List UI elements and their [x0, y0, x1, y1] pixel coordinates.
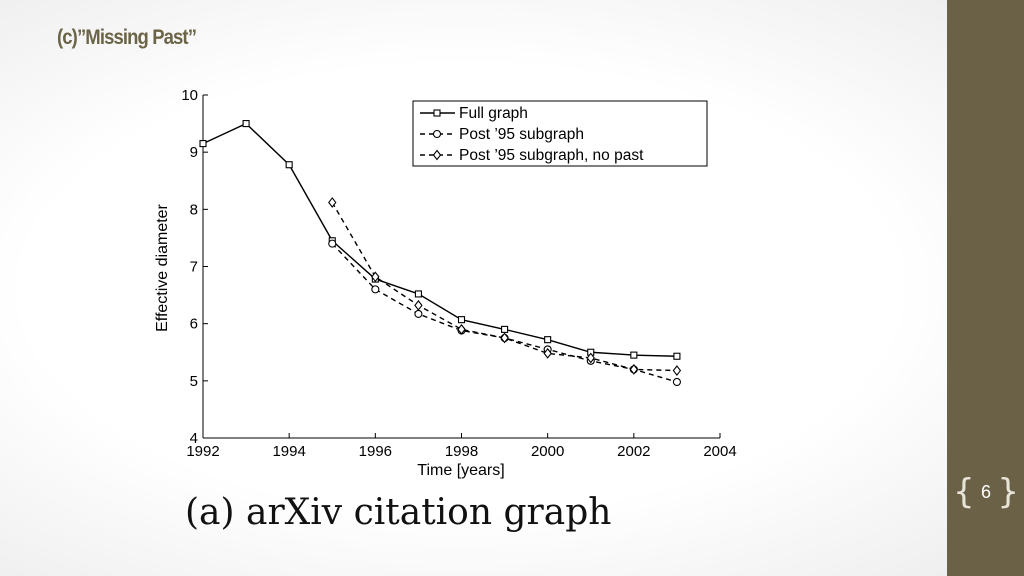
y-tick-label: 6	[190, 316, 198, 333]
y-tick-label: 9	[190, 144, 198, 161]
series-2	[328, 239, 681, 387]
chart-legend: Full graph Post ’95 subgraph Post ’95 subg…	[412, 100, 708, 167]
data-point-diamond	[414, 299, 423, 311]
page-number-badge: { } 6	[953, 470, 1019, 516]
y-tick-label: 10	[181, 87, 198, 104]
x-tick-label: 1992	[186, 443, 219, 460]
x-tick-label: 2002	[617, 443, 650, 460]
data-point-square	[544, 336, 552, 344]
data-point-diamond	[457, 323, 466, 335]
figure-caption: (a) arXiv citation graph	[185, 492, 612, 533]
series-line	[331, 243, 678, 383]
page-number: 6	[980, 482, 991, 502]
data-point-diamond	[371, 271, 380, 283]
legend-box	[412, 100, 708, 167]
data-point-square	[433, 109, 441, 117]
data-point-diamond	[500, 332, 509, 344]
legend-label: Post ’95 subgraph, no past	[459, 147, 644, 164]
data-point-square	[501, 325, 509, 333]
x-axis-label: Time [years]	[417, 462, 504, 479]
data-point-circle	[328, 239, 337, 248]
y-tick-label: 4	[190, 430, 198, 447]
legend-label: Full graph	[459, 105, 528, 122]
data-point-square	[285, 161, 293, 169]
sidebar-decoration	[947, 0, 1024, 576]
y-axis-label: Effective diameter	[154, 203, 171, 331]
x-tick-label: 1996	[359, 443, 392, 460]
data-point-square	[673, 352, 681, 360]
data-point-diamond	[672, 365, 682, 376]
data-point-diamond	[543, 347, 552, 359]
data-point-diamond	[629, 364, 639, 375]
chart-series	[199, 120, 682, 387]
data-point-square	[199, 140, 207, 148]
data-point-circle	[672, 377, 681, 387]
data-point-square	[630, 351, 638, 359]
data-point-diamond	[328, 197, 337, 208]
y-tick-label: 7	[190, 259, 198, 276]
y-tick-label: 8	[190, 201, 198, 218]
data-point-circle	[414, 309, 423, 318]
x-tick-label: 1994	[272, 443, 305, 460]
x-tick-label: 2000	[531, 443, 564, 460]
chart-axes: 1992 1994 1996 1998 2000 2002 2004 4 5 6 7 8 9 10	[181, 87, 736, 460]
data-point-circle	[371, 285, 380, 294]
y-tick-label: 5	[190, 373, 198, 390]
data-point-diamond	[432, 149, 442, 161]
data-point-diamond	[586, 352, 595, 364]
x-tick-label: 1998	[445, 443, 478, 460]
legend-label: Post ’95 subgraph	[459, 126, 584, 143]
slide-title: (c)”Missing Past”	[57, 26, 197, 49]
data-point-square	[242, 120, 250, 128]
series-line	[331, 202, 677, 372]
data-point-square	[457, 316, 466, 324]
data-point-circle	[432, 129, 442, 139]
data-point-square	[414, 290, 422, 298]
chart: 1992 1994 1996 1998 2000 2002 2004 4 5 6 7 8 9 10 Ful…	[154, 87, 737, 479]
series-line	[202, 122, 677, 357]
x-tick-label: 2004	[703, 443, 736, 460]
left-brace-icon: {	[953, 472, 975, 512]
series-3	[328, 197, 682, 376]
right-brace-icon: }	[997, 472, 1019, 512]
